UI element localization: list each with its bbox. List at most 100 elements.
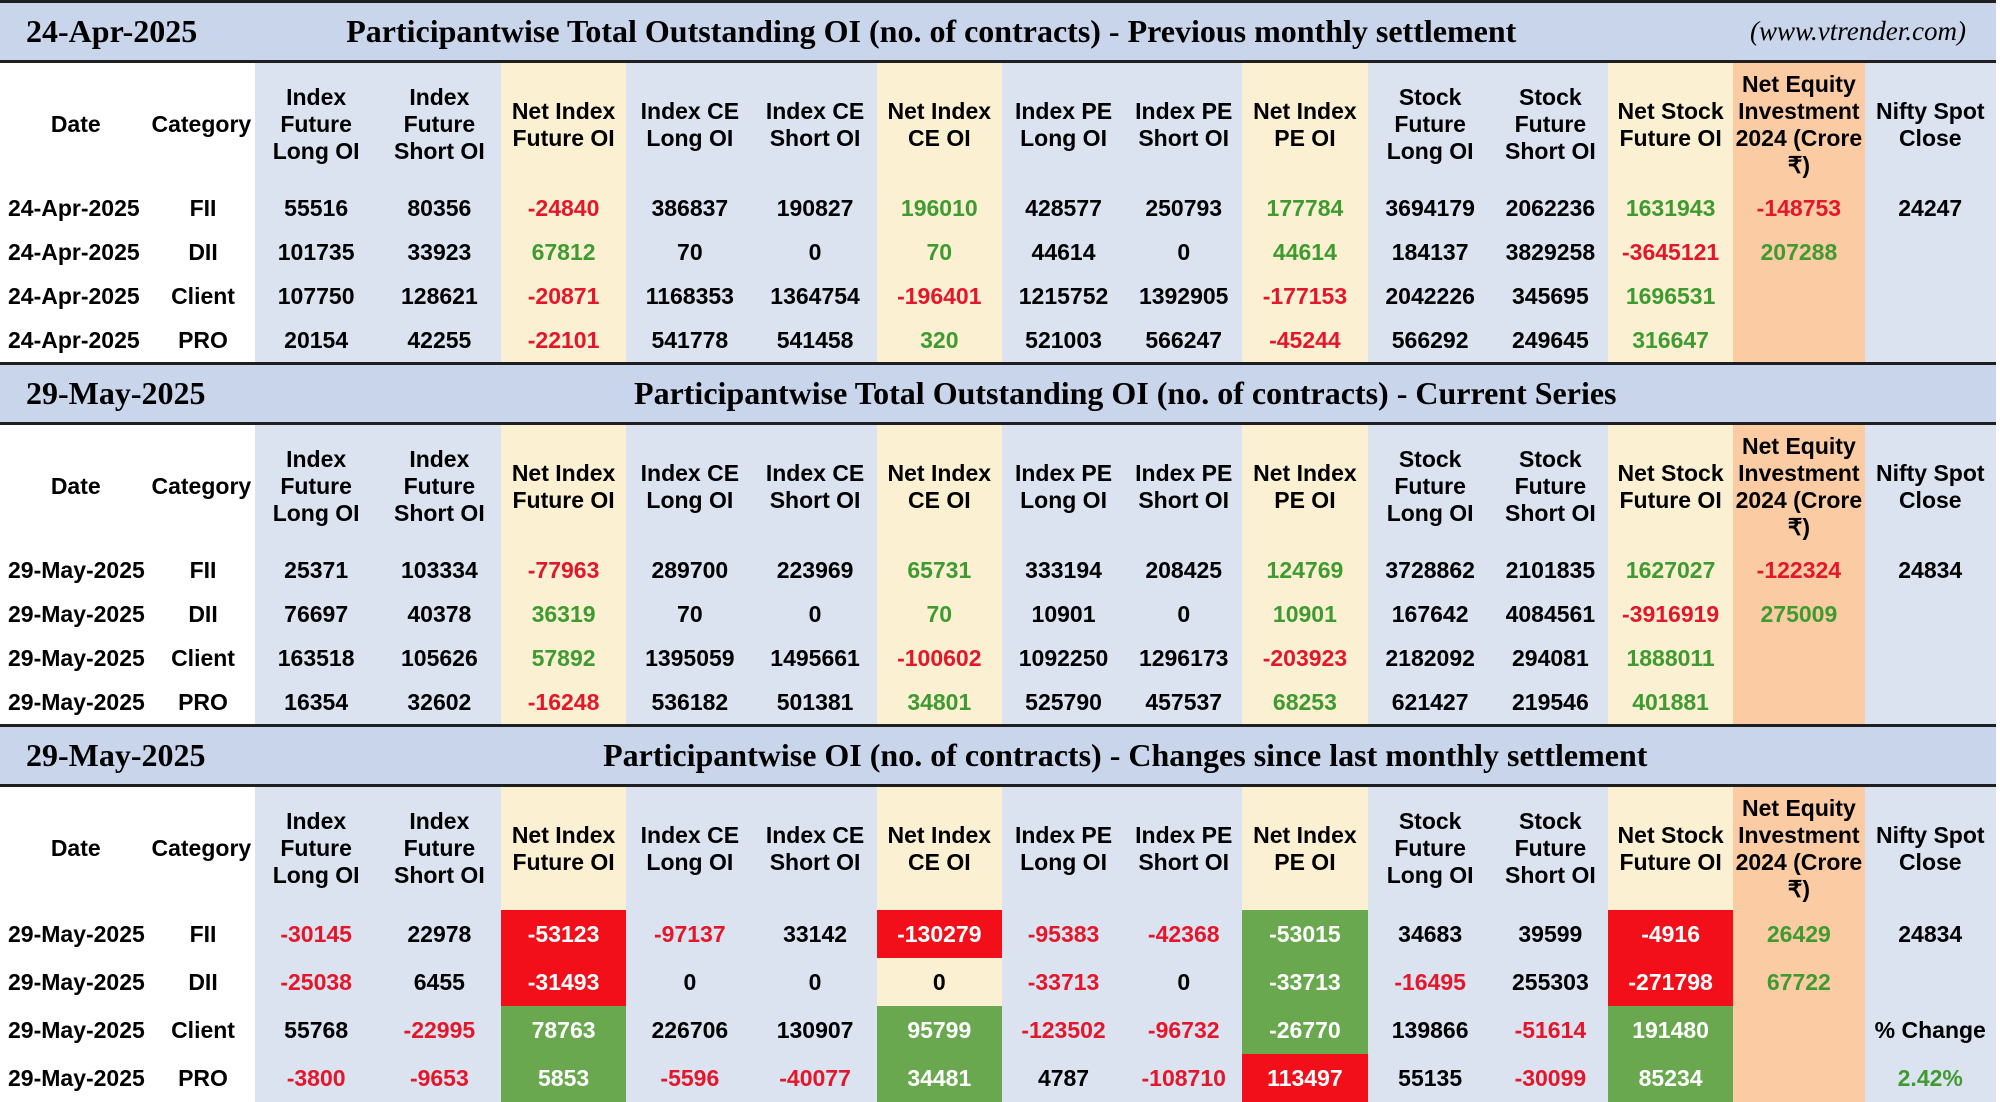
cell-value: -148753 (1733, 186, 1865, 230)
table-row: 29-May-2025 PRO -3800 -9653 5853 -5596 -40077 3… (0, 1054, 1996, 1102)
cell-value: 20154 (254, 318, 378, 364)
section-title-row: 29-May-2025 Participantwise Total Outstan… (0, 362, 1996, 425)
cell-value: 226706 (626, 1006, 754, 1054)
row-date: 29-May-2025 (8, 688, 145, 715)
cell-value: 78763 (500, 1006, 627, 1054)
cell-value: 70 (876, 230, 1002, 274)
cell-value: 70 (626, 592, 754, 636)
column-header: Index Future Short OI (377, 61, 501, 186)
cell-value: 5853 (500, 1054, 627, 1102)
cell-value: 67722 (1733, 958, 1865, 1006)
cell-value: 0 (876, 958, 1002, 1006)
cell-value: 105626 (377, 636, 501, 680)
section-date: 24-Apr-2025 (0, 0, 255, 63)
cell-value: -177153 (1242, 274, 1368, 318)
cell-value: 44614 (1242, 230, 1368, 274)
column-header: Index Future Short OI (377, 785, 501, 910)
cell-value: -77963 (500, 548, 627, 592)
cell-value: 1364754 (753, 274, 877, 318)
column-header: Date (50, 835, 101, 861)
column-header: Net Stock Future OI (1607, 785, 1734, 910)
cell-value (1733, 680, 1865, 726)
cell-value: 34801 (876, 680, 1002, 726)
cell-value: -196401 (876, 274, 1002, 318)
nifty-spot-value (1864, 636, 1996, 680)
cell-value: -123502 (1001, 1006, 1126, 1054)
cell-value: -96732 (1125, 1006, 1243, 1054)
cell-value: -108710 (1125, 1054, 1243, 1102)
cell-value: 501381 (753, 680, 877, 726)
cell-value: 177784 (1242, 186, 1368, 230)
cell-value: 190827 (753, 186, 877, 230)
cell-value: 219546 (1492, 680, 1608, 726)
cell-value: 207288 (1733, 230, 1865, 274)
column-header: Stock Future Long OI (1367, 61, 1493, 186)
row-category: FII (189, 194, 217, 221)
cell-value: 184137 (1367, 230, 1493, 274)
column-header: Nifty Spot Close (1864, 61, 1996, 186)
nifty-spot-value: 24834 (1864, 910, 1996, 958)
cell-value: 2062236 (1492, 186, 1608, 230)
column-header: Net Equity Investment 2024 (Crore ₹) (1733, 423, 1865, 548)
row-date: 24-Apr-2025 (8, 282, 140, 309)
row-category: PRO (178, 1064, 228, 1091)
cell-value: -122324 (1733, 548, 1865, 592)
cell-value: 457537 (1125, 680, 1243, 726)
cell-value: 6455 (377, 958, 501, 1006)
cell-value: 386837 (626, 186, 754, 230)
section-title-row: 24-Apr-2025 Participantwise Total Outstan… (0, 0, 1996, 63)
cell-value: 1215752 (1001, 274, 1126, 318)
nifty-spot-value (1864, 230, 1996, 274)
cell-value: 250793 (1125, 186, 1243, 230)
nifty-spot-value (1864, 958, 1996, 1006)
column-header: Index CE Long OI (626, 423, 754, 548)
nifty-spot-value (1864, 318, 1996, 364)
cell-value: 196010 (876, 186, 1002, 230)
site-watermark: (www.vtrender.com) (1607, 0, 1996, 63)
cell-value: 541458 (753, 318, 877, 364)
row-date: 29-May-2025 (8, 556, 145, 583)
cell-value: -9653 (377, 1054, 501, 1102)
cell-value: 294081 (1492, 636, 1608, 680)
column-header: Net Index CE OI (876, 61, 1002, 186)
column-header: Net Index PE OI (1242, 61, 1368, 186)
row-date: 29-May-2025 (8, 968, 145, 995)
cell-value: 55135 (1367, 1054, 1493, 1102)
header-row: Date Category Index Future Long OI Index Fu… (0, 785, 1996, 910)
cell-value (1733, 274, 1865, 318)
cell-value: -30099 (1492, 1054, 1608, 1102)
cell-value: 566247 (1125, 318, 1243, 364)
cell-value: 68253 (1242, 680, 1368, 726)
row-category: Client (171, 282, 235, 309)
cell-value: 208425 (1125, 548, 1243, 592)
section-title: Participantwise Total Outstanding OI (no… (254, 362, 1996, 425)
cell-value: 1168353 (626, 274, 754, 318)
cell-value: -4916 (1607, 910, 1734, 958)
cell-value: 80356 (377, 186, 501, 230)
cell-value: 36319 (500, 592, 627, 636)
nifty-spot-value (1864, 680, 1996, 726)
table-row: 24-Apr-2025 DII 101735 33923 67812 70 0 70 44614… (0, 230, 1996, 274)
table-row: 29-May-2025 Client 55768 -22995 78763 226706 1… (0, 1006, 1996, 1054)
column-header: Category (151, 473, 252, 499)
row-category: Client (171, 1016, 235, 1043)
cell-value: -51614 (1492, 1006, 1608, 1054)
header-row: Date Category Index Future Long OI Index Fu… (0, 61, 1996, 186)
row-category: PRO (178, 326, 228, 353)
cell-value: 57892 (500, 636, 627, 680)
cell-value: 345695 (1492, 274, 1608, 318)
cell-value: 0 (1125, 958, 1243, 1006)
column-header: Date (50, 473, 101, 499)
cell-value: 0 (753, 958, 877, 1006)
cell-value: -24840 (500, 186, 627, 230)
header-row: Date Category Index Future Long OI Index Fu… (0, 423, 1996, 548)
column-header: Category (151, 835, 252, 861)
column-header: Index PE Long OI (1001, 785, 1126, 910)
cell-value: 139866 (1367, 1006, 1493, 1054)
table-row: 24-Apr-2025 PRO 20154 42255 -22101 541778 5414… (0, 318, 1996, 364)
cell-value: -95383 (1001, 910, 1126, 958)
section-title-row: 29-May-2025 Participantwise OI (no. of co… (0, 724, 1996, 787)
cell-value: 33923 (377, 230, 501, 274)
